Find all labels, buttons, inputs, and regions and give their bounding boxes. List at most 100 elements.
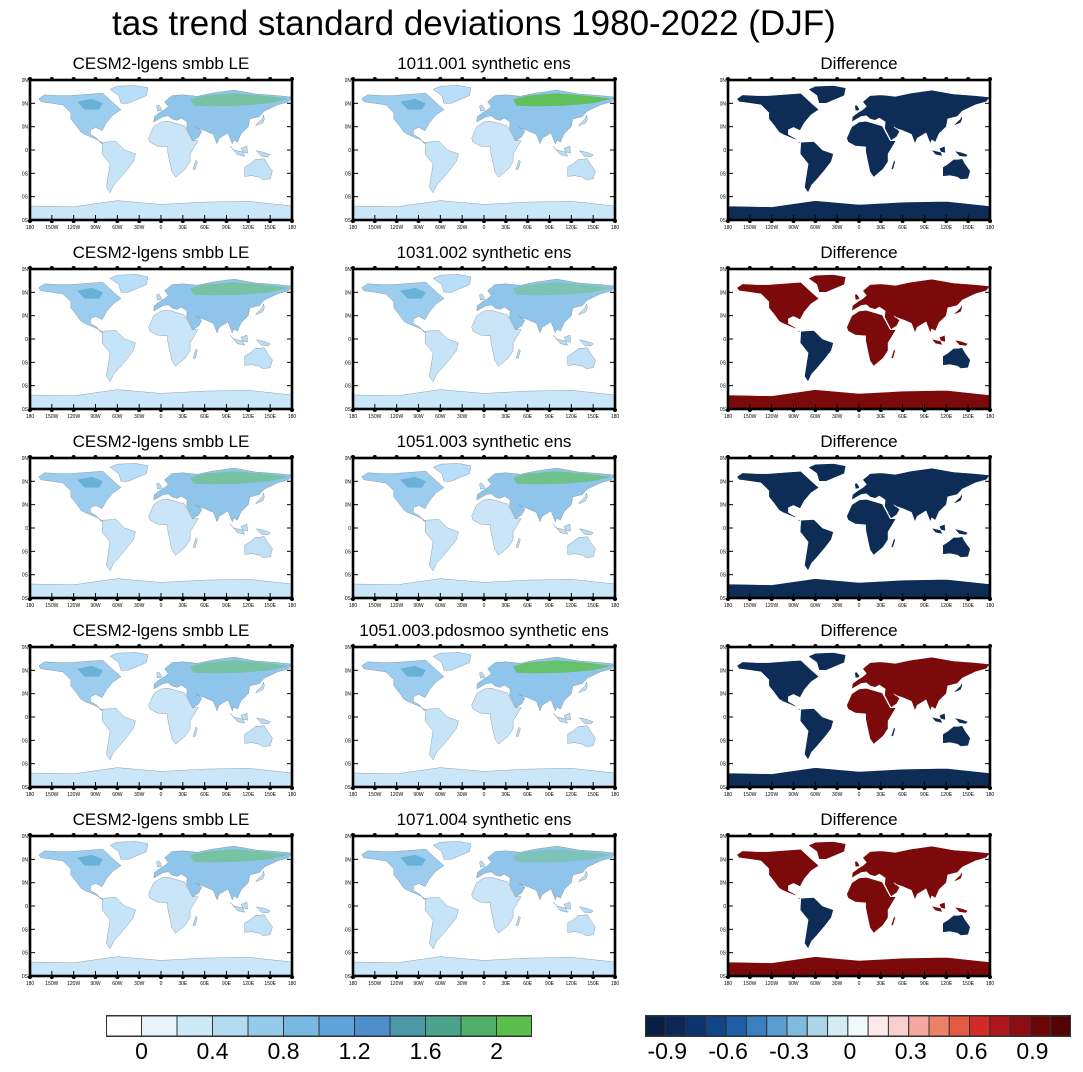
lon-tick-label: 60E xyxy=(898,225,908,231)
lon-tick-label: 120W xyxy=(67,414,80,420)
panel-title: 1031.002 synthetic ens xyxy=(396,243,572,262)
lon-tick-label: 150E xyxy=(587,225,599,231)
land-new-guinea xyxy=(578,906,594,914)
lon-tick-label: 150E xyxy=(264,414,276,420)
colorbar-diff: -0.9 -0.6 -0.3 0 0.3 0.6 0.9 xyxy=(644,1015,1072,1065)
lon-tick-label: 90W xyxy=(413,603,424,609)
land-africa xyxy=(148,309,199,367)
lon-tick-label: 90E xyxy=(222,225,232,231)
lon-tick-label: 90W xyxy=(788,792,799,798)
land-new-guinea xyxy=(255,906,271,914)
panel-title: 1051.003 synthetic ens xyxy=(396,432,572,451)
diff-swatch xyxy=(745,1015,768,1037)
land-south-america xyxy=(101,708,136,761)
land-greenland xyxy=(432,652,472,671)
land-eurasia xyxy=(153,278,293,334)
lon-tick-label: 120E xyxy=(565,792,577,798)
land-uk xyxy=(156,293,162,301)
map-diff-3: 90N60N30N030S60S90S180150W120W90W60W30W0… xyxy=(720,455,994,609)
lon-tick-label: 150W xyxy=(45,792,58,798)
lon-tick-label: 0 xyxy=(483,414,486,420)
lon-tick-label: 30W xyxy=(134,603,145,609)
canada-variance-region xyxy=(400,854,426,866)
lon-tick-label: 150W xyxy=(743,792,756,798)
lon-tick-label: 30W xyxy=(832,603,843,609)
lon-tick-label: 90E xyxy=(920,981,930,987)
lat-tick-label: 30N xyxy=(720,125,726,131)
panel-left-row-3: CESM2-lgens smbb LE90N60N30N030S60S90S18… xyxy=(22,432,300,612)
land-madagascar xyxy=(192,726,198,737)
std-label: 0.4 xyxy=(196,1038,229,1064)
land-new-guinea xyxy=(255,339,271,347)
land-indonesia xyxy=(552,901,571,913)
land-south-america xyxy=(424,897,459,950)
lon-tick-label: 30E xyxy=(178,414,188,420)
panel-mid-row-5: 1071.004 synthetic ens 90N 60N 30N 0 30S 60S 90… xyxy=(345,810,623,990)
land-new-guinea xyxy=(953,528,969,536)
lat-tick-label: 30S xyxy=(720,738,727,744)
land-uk xyxy=(479,860,485,868)
land-madagascar xyxy=(515,348,521,359)
lon-tick-label: 30E xyxy=(178,792,188,798)
lat-tick-label: 60S xyxy=(345,195,352,201)
lon-tick-label: 150W xyxy=(368,792,381,798)
lat-tick-label: 30N xyxy=(345,692,351,698)
land-eurasia xyxy=(851,656,991,712)
lon-tick-label: 60W xyxy=(112,792,123,798)
land-australia xyxy=(942,158,971,180)
lat-tick-label: 60S xyxy=(22,951,29,957)
lon-tick-label: 0 xyxy=(483,225,486,231)
lon-tick-label: 180 xyxy=(288,414,297,420)
diff-swatch xyxy=(725,1015,747,1037)
lon-tick-label: 150W xyxy=(743,414,756,420)
lat-tick-label: 90N xyxy=(720,78,726,84)
lat-tick-label: 90N xyxy=(345,267,351,273)
high-variance-region xyxy=(513,660,612,674)
land-new-guinea xyxy=(255,150,271,158)
land-new-guinea xyxy=(578,339,594,347)
lat-tick-label: 90N xyxy=(720,645,726,651)
lon-tick-label: 180 xyxy=(986,792,995,798)
high-variance-region xyxy=(513,93,612,107)
lat-tick-label: 30S xyxy=(720,927,727,933)
lon-tick-label: 30E xyxy=(876,981,886,987)
panel-left-row-2: CESM2-lgens smbb LE90N60N30N030S60S90S18… xyxy=(22,243,300,423)
figure-title: tas trend standard deviations 1980-2022 … xyxy=(112,4,836,43)
lon-tick-label: 120W xyxy=(765,603,778,609)
lon-tick-label: 150E xyxy=(962,981,974,987)
lat-tick-label: 90N xyxy=(720,456,726,462)
lon-tick-label: 60E xyxy=(200,981,210,987)
lat-tick-label: 90N xyxy=(22,267,28,273)
lon-tick-label: 30E xyxy=(876,603,886,609)
canada-variance-region xyxy=(400,476,426,488)
land-africa xyxy=(148,120,199,178)
lat-tick-label: 30N xyxy=(22,692,28,698)
land-japan xyxy=(952,680,963,694)
lon-tick-label: 90E xyxy=(222,603,232,609)
lon-tick-label: 0 xyxy=(483,981,486,987)
lon-tick-label: 150E xyxy=(962,603,974,609)
lat-tick-label: 30S xyxy=(345,927,352,933)
land-south-america xyxy=(101,519,136,572)
lon-tick-label: 30W xyxy=(832,225,843,231)
land-australia xyxy=(567,914,596,936)
land-australia xyxy=(942,725,971,747)
colorbar-std: 0 0.4 0.8 1.2 1.6 2 xyxy=(105,1015,533,1065)
land-japan xyxy=(255,681,265,694)
lat-tick-label: 0 xyxy=(723,526,726,532)
lat-tick-label: 60N xyxy=(22,101,28,107)
land-south-america xyxy=(424,708,459,761)
std-swatch xyxy=(212,1015,249,1037)
lon-tick-label: 60W xyxy=(435,603,446,609)
land-australia xyxy=(942,914,971,936)
lon-tick-label: 60W xyxy=(810,603,821,609)
land-eurasia xyxy=(153,89,293,145)
lat-tick-label: 90S xyxy=(720,596,727,602)
map-mid-4: 90N60N30N030S60S90S180150W120W90W60W30W0… xyxy=(345,644,619,798)
land-eurasia xyxy=(153,467,293,523)
lon-tick-label: 60W xyxy=(112,981,123,987)
lat-tick-label: 0 xyxy=(25,526,28,532)
land-eurasia xyxy=(851,845,991,901)
lon-tick-label: 60E xyxy=(523,603,533,609)
lon-tick-label: 60W xyxy=(435,225,446,231)
